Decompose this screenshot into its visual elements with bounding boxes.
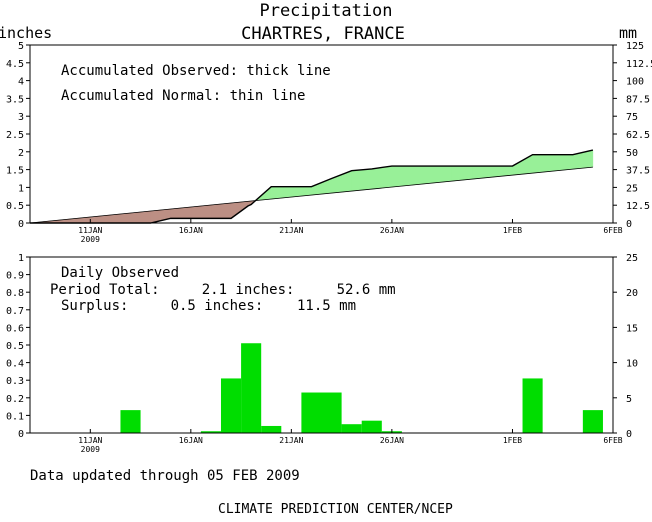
daily-right-tick-label: 10 (626, 359, 638, 370)
surplus-area (411, 165, 433, 186)
daily-left-tick-label: 0.6 (6, 323, 24, 334)
accumulated-observed-line (30, 149, 594, 224)
daily-surplus: Surplus: 0.5 inches: 11.5 mm (61, 298, 356, 314)
acc-x-tick-label: 6FEB (603, 226, 622, 235)
daily-x-tick-label: 16JAN (179, 436, 203, 445)
surplus-area (351, 168, 373, 192)
surplus-area (311, 178, 332, 196)
daily-left-axis: 0 0.1 0.2 0.3 0.4 0.5 0.6 0.7 0.8 0.9 1 (6, 253, 30, 440)
acc-left-tick-label: 3 (18, 112, 24, 123)
daily-x-tick-label: 1FEB (503, 436, 522, 445)
acc-right-tick-label: 0 (626, 219, 632, 230)
acc-x-tick-label: 1FEB (503, 226, 522, 235)
daily-bar (200, 431, 221, 433)
acc-left-tick-label: 1 (18, 183, 24, 194)
daily-bar (321, 392, 342, 433)
acc-left-tick-label: 3.5 (6, 94, 24, 105)
daily-left-tick-label: 0.1 (6, 411, 24, 422)
acc-x-tick-sublabel: 2009 (81, 235, 100, 244)
daily-x-tick-label: 26JAN (380, 436, 404, 445)
acc-right-tick-label: 100 (626, 77, 644, 88)
daily-panel: 0 0.1 0.2 0.3 0.4 0.5 0.6 0.7 0.8 0.9 1 0 5 10 15 20 25… (6, 253, 638, 454)
surplus-area (391, 165, 413, 188)
daily-bar (120, 410, 141, 433)
acc-left-tick-label: 2.5 (6, 130, 24, 141)
acc-left-tick-label: 2 (18, 148, 24, 159)
daily-bar (341, 424, 362, 433)
accumulated-left-axis: 0 0.5 1 1.5 2 2.5 3 3.5 4 4.5 5 (6, 41, 30, 230)
acc-x-tick-label: 21JAN (279, 226, 303, 235)
daily-right-axis: 0 5 10 15 20 25 (613, 253, 638, 440)
daily-right-tick-label: 5 (626, 394, 632, 405)
daily-bar (361, 420, 382, 433)
accumulated-right-axis: 0 12.5 25 37.5 50 62.5 75 87.5 100 112.5 125 (613, 41, 652, 230)
daily-x-tick-sublabel: 2009 (81, 445, 100, 454)
daily-x-tick-label: 21JAN (279, 436, 303, 445)
daily-left-tick-label: 1 (18, 253, 24, 264)
acc-left-tick-label: 0.5 (6, 201, 24, 212)
acc-left-tick-label: 0 (18, 219, 24, 230)
acc-right-tick-label: 75 (626, 112, 638, 123)
legend-normal: Accumulated Normal: thin line (61, 88, 305, 104)
surplus-area (371, 165, 393, 190)
daily-left-tick-label: 0.8 (6, 288, 24, 299)
acc-x-tick-label: 26JAN (380, 226, 404, 235)
daily-left-tick-label: 0 (18, 429, 24, 440)
daily-bar (301, 392, 322, 433)
daily-left-tick-label: 0.2 (6, 394, 24, 405)
left-unit-label: inches (0, 24, 52, 42)
acc-right-tick-label: 25 (626, 183, 638, 194)
acc-right-tick-label: 87.5 (626, 94, 650, 105)
daily-left-tick-label: 0.5 (6, 341, 24, 352)
daily-bar (241, 343, 262, 433)
acc-left-tick-label: 5 (18, 41, 24, 52)
daily-left-tick-label: 0.3 (6, 376, 24, 387)
surplus-area (431, 165, 453, 184)
acc-right-tick-label: 12.5 (626, 201, 650, 212)
acc-right-tick-label: 125 (626, 41, 644, 52)
right-unit-label: mm (619, 24, 637, 42)
daily-bar (522, 378, 543, 433)
acc-right-tick-label: 37.5 (626, 166, 650, 177)
daily-left-tick-label: 0.4 (6, 359, 24, 370)
surplus-area (451, 165, 473, 182)
footer-updated: Data updated through 05 FEB 2009 (30, 468, 300, 484)
accumulated-panel: 0 0.5 1 1.5 2 2.5 3 3.5 4 4.5 5 0 12.5 25 37.5 50 62.5 7… (6, 41, 652, 244)
daily-right-tick-label: 25 (626, 253, 638, 264)
daily-x-tick-label: 6FEB (603, 436, 622, 445)
acc-right-tick-label: 50 (626, 148, 638, 159)
legend-observed: Accumulated Observed: thick line (61, 63, 331, 79)
acc-x-tick-label: 11JAN (78, 226, 102, 235)
acc-right-tick-label: 62.5 (626, 130, 650, 141)
footer-credit: CLIMATE PREDICTION CENTER/NCEP (218, 502, 453, 517)
accumulated-normal-line (29, 166, 593, 224)
daily-title: Daily Observed (61, 265, 179, 281)
surplus-area (552, 154, 574, 172)
acc-left-tick-label: 1.5 (6, 166, 24, 177)
daily-bar (220, 378, 242, 433)
daily-left-tick-label: 0.9 (6, 271, 24, 282)
deficit-area (210, 202, 232, 219)
acc-left-tick-label: 4.5 (6, 59, 24, 70)
surplus-area (532, 154, 553, 174)
daily-left-tick-label: 0.7 (6, 306, 24, 317)
chart-subtitle: CHARTRES, FRANCE (241, 24, 405, 44)
daily-period-total: Period Total: 2.1 inches: 52.6 mm (50, 282, 396, 298)
acc-x-tick-label: 16JAN (179, 226, 203, 235)
acc-right-tick-label: 112.5 (626, 59, 652, 70)
daily-bar (582, 410, 603, 433)
daily-bars (120, 343, 603, 433)
daily-right-tick-label: 15 (626, 323, 638, 334)
acc-left-tick-label: 4 (18, 77, 24, 88)
chart-title: Precipitation (259, 1, 392, 21)
daily-x-tick-label: 11JAN (78, 436, 102, 445)
daily-right-tick-label: 20 (626, 288, 638, 299)
daily-right-tick-label: 0 (626, 429, 632, 440)
daily-bar (261, 425, 282, 433)
